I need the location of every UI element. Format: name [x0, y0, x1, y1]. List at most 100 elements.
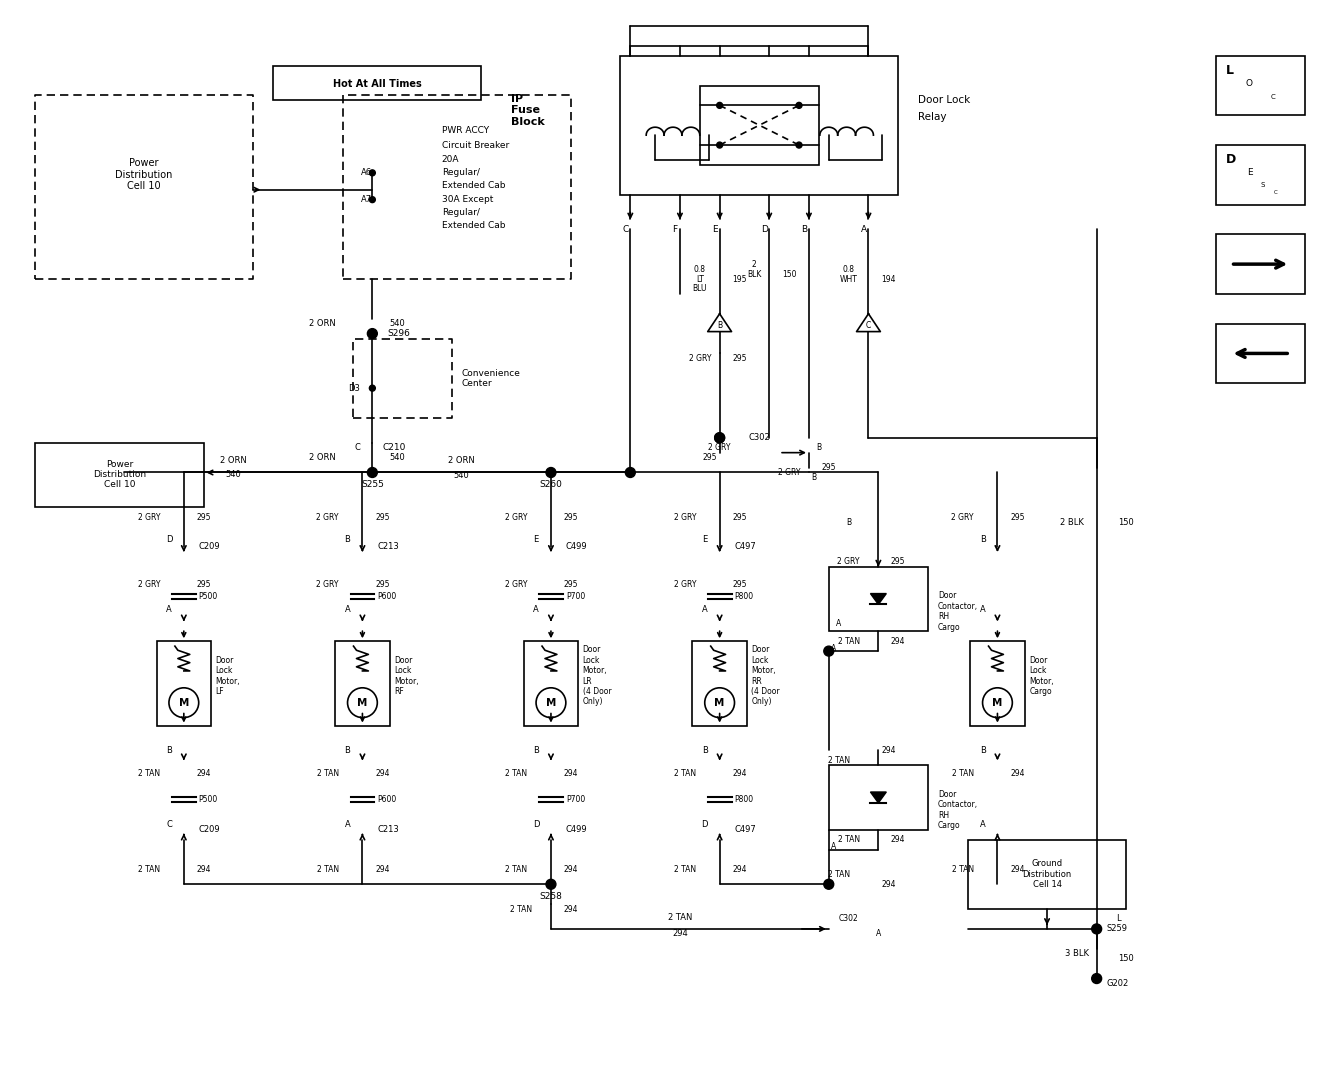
Text: A: A — [344, 605, 351, 614]
Circle shape — [715, 433, 724, 443]
Bar — [829, 765, 927, 830]
Text: 2 TAN: 2 TAN — [668, 912, 692, 922]
Text: Circuit Breaker: Circuit Breaker — [442, 140, 509, 150]
Text: C: C — [1273, 190, 1277, 195]
Text: 540: 540 — [390, 319, 405, 328]
Text: A: A — [836, 619, 841, 628]
Text: 2 TAN: 2 TAN — [952, 769, 974, 777]
Text: 294: 294 — [1011, 769, 1024, 777]
Text: 2 TAN: 2 TAN — [138, 769, 160, 777]
Text: 2 GRY: 2 GRY — [505, 512, 527, 522]
Text: 2 TAN: 2 TAN — [317, 769, 339, 777]
Text: Door
Lock
Motor,
LR
(4 Door
Only): Door Lock Motor, LR (4 Door Only) — [583, 645, 612, 706]
Text: M: M — [715, 698, 724, 708]
Text: 2 TAN: 2 TAN — [828, 869, 849, 879]
Text: M: M — [179, 698, 190, 708]
Text: 295: 295 — [375, 580, 390, 590]
Text: 294: 294 — [732, 769, 747, 777]
Text: 2 TAN: 2 TAN — [505, 865, 527, 874]
Text: 540: 540 — [390, 453, 405, 462]
Bar — [968, 839, 1126, 909]
Polygon shape — [871, 792, 886, 803]
Text: B: B — [816, 443, 821, 452]
Text: A: A — [980, 820, 985, 830]
Text: C209: C209 — [199, 825, 220, 834]
Circle shape — [370, 385, 375, 391]
Text: D: D — [1226, 153, 1236, 166]
Text: Door Lock: Door Lock — [918, 95, 970, 105]
Text: 294: 294 — [375, 769, 390, 777]
Text: P800: P800 — [735, 592, 754, 601]
Text: 2 GRY: 2 GRY — [673, 512, 696, 522]
Text: 30A Except: 30A Except — [442, 195, 493, 204]
Text: 294: 294 — [563, 905, 578, 913]
Circle shape — [715, 433, 724, 443]
Text: P700: P700 — [566, 795, 585, 804]
Text: E: E — [534, 536, 539, 545]
Text: G202: G202 — [1106, 979, 1129, 988]
Text: 2 TAN: 2 TAN — [673, 865, 696, 874]
Circle shape — [348, 688, 378, 717]
Text: 295: 295 — [563, 580, 578, 590]
Text: E: E — [702, 536, 707, 545]
Text: A: A — [876, 929, 882, 938]
Text: P600: P600 — [378, 795, 396, 804]
Text: C302: C302 — [839, 914, 859, 923]
Circle shape — [169, 688, 199, 717]
Text: PWR ACCY: PWR ACCY — [442, 125, 489, 135]
Circle shape — [536, 688, 566, 717]
Text: C210: C210 — [382, 443, 406, 452]
Text: C213: C213 — [378, 825, 399, 834]
Text: 150: 150 — [1118, 954, 1134, 963]
Text: F: F — [672, 225, 677, 234]
Text: 294: 294 — [672, 929, 688, 938]
Text: C499: C499 — [566, 825, 587, 834]
Text: 2 GRY: 2 GRY — [316, 512, 339, 522]
Text: 294: 294 — [563, 769, 578, 777]
Text: A: A — [702, 605, 708, 614]
Text: 2 BLK: 2 BLK — [1060, 518, 1083, 526]
Text: 2 GRY: 2 GRY — [316, 580, 339, 590]
Text: BLK: BLK — [747, 269, 762, 279]
Text: P800: P800 — [735, 795, 754, 804]
Text: LT: LT — [696, 274, 704, 283]
Text: 2 GRY: 2 GRY — [505, 580, 527, 590]
Text: 294: 294 — [1011, 865, 1024, 874]
Text: 2 TAN: 2 TAN — [837, 835, 860, 844]
Text: 194: 194 — [882, 274, 895, 283]
Text: 2 GRY: 2 GRY — [778, 468, 800, 477]
Bar — [1216, 324, 1305, 383]
Text: B: B — [534, 746, 539, 755]
Text: 294: 294 — [882, 746, 895, 755]
Text: C209: C209 — [199, 542, 220, 551]
Circle shape — [370, 169, 375, 176]
Text: D3: D3 — [348, 384, 360, 392]
Circle shape — [716, 103, 723, 108]
Text: 0.8: 0.8 — [843, 265, 855, 273]
Text: Regular/: Regular/ — [442, 208, 480, 217]
Bar — [700, 86, 818, 165]
Text: 2 TAN: 2 TAN — [673, 769, 696, 777]
Text: 2 GRY: 2 GRY — [708, 443, 731, 452]
Bar — [621, 56, 898, 195]
Text: M: M — [358, 698, 368, 708]
Text: 2 TAN: 2 TAN — [828, 756, 849, 764]
Text: C: C — [355, 443, 360, 452]
Text: A6: A6 — [362, 168, 372, 177]
Text: B: B — [980, 536, 985, 545]
Text: D: D — [761, 225, 767, 234]
Text: L: L — [1117, 914, 1121, 923]
Text: C497: C497 — [735, 542, 757, 551]
Circle shape — [1091, 924, 1102, 934]
Text: A: A — [980, 605, 985, 614]
Text: D: D — [165, 536, 172, 545]
Text: S: S — [1261, 182, 1265, 188]
Text: 2 ORN: 2 ORN — [220, 456, 247, 465]
Circle shape — [824, 646, 833, 656]
Text: 294: 294 — [732, 865, 747, 874]
Text: 295: 295 — [821, 463, 836, 472]
Text: C: C — [167, 820, 172, 830]
Text: D: D — [532, 820, 539, 830]
Text: Door
Lock
Motor,
Cargo: Door Lock Motor, Cargo — [1030, 656, 1054, 696]
Text: 295: 295 — [375, 512, 390, 522]
